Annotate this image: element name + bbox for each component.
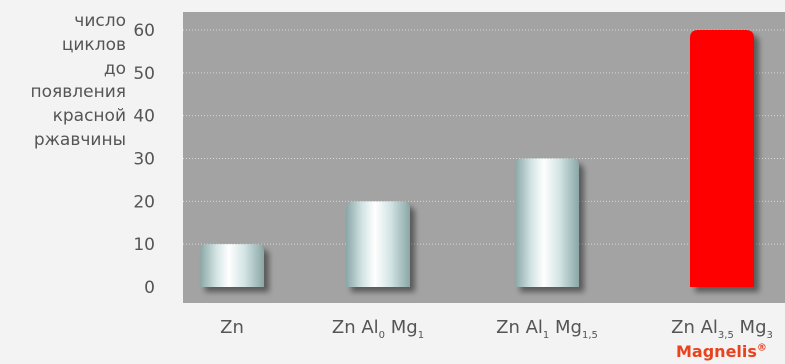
y-axis-label-line: число <box>74 11 126 31</box>
x-tick-label: Zn Al1 Mg1,5 <box>496 317 598 341</box>
brand-name: Magnelis <box>676 342 757 361</box>
x-tick-label: Zn <box>220 317 244 338</box>
x-tick-label: Zn Al3,5 Mg3 <box>671 317 773 341</box>
y-axis-label-line: до <box>103 58 126 79</box>
y-tick-label: 10 <box>133 235 155 255</box>
y-tick-label: 50 <box>133 64 155 84</box>
y-axis-label-line: появления <box>30 82 126 103</box>
brand-label: Magnelis® <box>676 342 767 361</box>
y-tick-label: 30 <box>133 150 155 170</box>
x-tick-label: Zn Al0 Mg1 <box>332 317 424 341</box>
y-axis-label-line: красной <box>52 106 126 127</box>
y-axis-label: число циклов до появления красной ржавчины <box>0 10 126 153</box>
y-axis-label-line: циклов <box>61 34 126 55</box>
y-tick-label: 60 <box>133 21 155 41</box>
y-tick-label: 20 <box>133 192 155 212</box>
bar <box>200 244 264 287</box>
plot-area <box>183 12 785 303</box>
bar <box>346 201 410 287</box>
y-axis-label-line: ржавчины <box>33 129 126 150</box>
y-tick-label: 40 <box>133 107 155 127</box>
y-tick-label: 0 <box>144 278 155 298</box>
bar <box>515 158 579 287</box>
bar <box>690 30 754 287</box>
brand-mark: ® <box>756 342 767 354</box>
